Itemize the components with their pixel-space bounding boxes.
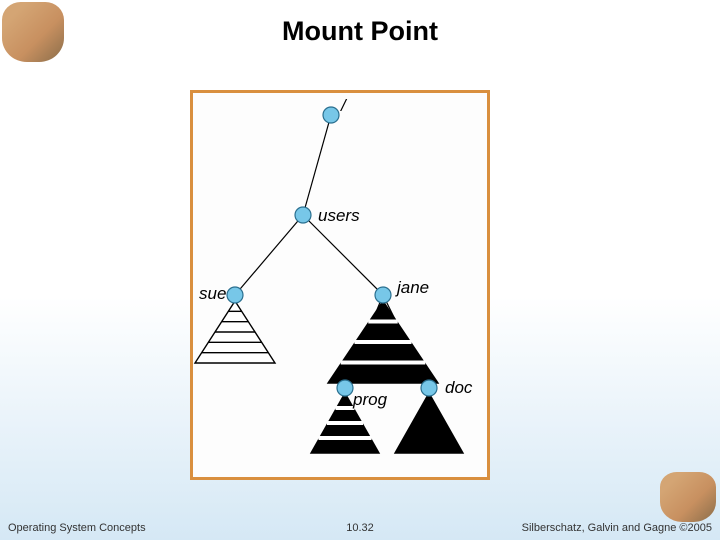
svg-text:sue: sue: [199, 284, 226, 303]
svg-text:prog: prog: [352, 390, 388, 409]
svg-text:users: users: [318, 206, 360, 225]
svg-text:/: /: [340, 96, 348, 115]
dinosaur-logo-bottom: [660, 472, 716, 522]
svg-text:doc: doc: [445, 378, 473, 397]
diagram-frame: / users sue jane prog doc: [190, 90, 490, 480]
svg-text:jane: jane: [395, 278, 429, 297]
page-title: Mount Point: [0, 16, 720, 47]
footer-right: Silberschatz, Galvin and Gagne ©2005: [522, 522, 712, 534]
mount-point-diagram: / users sue jane prog doc: [193, 93, 487, 477]
